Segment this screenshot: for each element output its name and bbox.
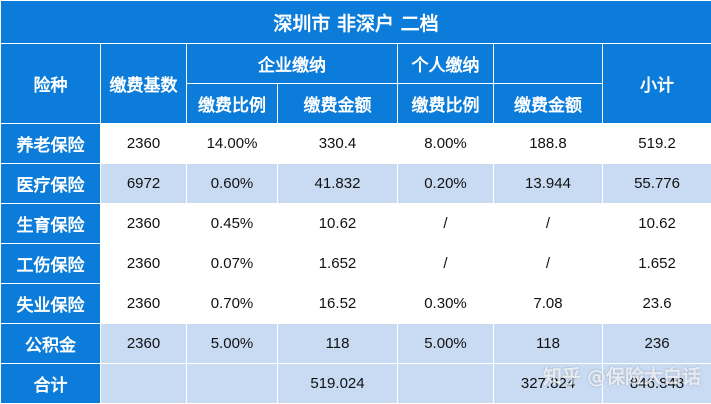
cell-personal-ratio: /: [398, 204, 494, 244]
total-personal-amount: 327.824: [494, 364, 603, 404]
cell-company-amount: 16.52: [278, 284, 398, 324]
cell-base: 6972: [101, 164, 187, 204]
cell-company-ratio: 0.60%: [187, 164, 278, 204]
cell-company-amount: 1.652: [278, 244, 398, 284]
header-personal-amount: 缴费金额: [494, 84, 603, 124]
cell-subtotal: 1.652: [603, 244, 711, 284]
cell-personal-amount: 7.08: [494, 284, 603, 324]
cell-personal-amount: /: [494, 204, 603, 244]
cell-company-ratio: 14.00%: [187, 124, 278, 164]
cell-subtotal: 55.776: [603, 164, 711, 204]
cell-personal-ratio: /: [398, 244, 494, 284]
total-blank-company-ratio: [187, 364, 278, 404]
cell-company-amount: 330.4: [278, 124, 398, 164]
table-row: 公积金 2360 5.00% 118 5.00% 118 236: [1, 324, 711, 364]
row-name: 医疗保险: [1, 164, 101, 204]
cell-personal-amount: /: [494, 244, 603, 284]
cell-company-amount: 41.832: [278, 164, 398, 204]
cell-company-ratio: 0.45%: [187, 204, 278, 244]
total-blank-personal-ratio: [398, 364, 494, 404]
cell-base: 2360: [101, 284, 187, 324]
header-personal-group: 个人缴纳: [398, 44, 494, 84]
row-name: 公积金: [1, 324, 101, 364]
header-personal-group-blank: [494, 44, 603, 84]
total-row: 合计 519.024 327.824 846.848: [1, 364, 711, 404]
header-company-group: 企业缴纳: [187, 44, 398, 84]
cell-company-amount: 10.62: [278, 204, 398, 244]
total-blank-base: [101, 364, 187, 404]
cell-subtotal: 10.62: [603, 204, 711, 244]
cell-company-ratio: 0.07%: [187, 244, 278, 284]
header-type: 险种: [1, 44, 101, 124]
cell-base: 2360: [101, 204, 187, 244]
cell-base: 2360: [101, 124, 187, 164]
table-row: 医疗保险 6972 0.60% 41.832 0.20% 13.944 55.7…: [1, 164, 711, 204]
cell-personal-ratio: 0.20%: [398, 164, 494, 204]
cell-subtotal: 519.2: [603, 124, 711, 164]
total-company-amount: 519.024: [278, 364, 398, 404]
header-company-amount: 缴费金额: [278, 84, 398, 124]
cell-base: 2360: [101, 324, 187, 364]
header-base: 缴费基数: [101, 44, 187, 124]
header-company-ratio: 缴费比例: [187, 84, 278, 124]
cell-personal-amount: 13.944: [494, 164, 603, 204]
cell-company-amount: 118: [278, 324, 398, 364]
cell-subtotal: 236: [603, 324, 711, 364]
row-name: 生育保险: [1, 204, 101, 244]
table-row: 失业保险 2360 0.70% 16.52 0.30% 7.08 23.6: [1, 284, 711, 324]
cell-subtotal: 23.6: [603, 284, 711, 324]
cell-company-ratio: 5.00%: [187, 324, 278, 364]
row-name: 失业保险: [1, 284, 101, 324]
header-personal-ratio: 缴费比例: [398, 84, 494, 124]
table-row: 养老保险 2360 14.00% 330.4 8.00% 188.8 519.2: [1, 124, 711, 164]
cell-personal-ratio: 8.00%: [398, 124, 494, 164]
header-subtotal: 小计: [603, 44, 711, 124]
cell-personal-ratio: 0.30%: [398, 284, 494, 324]
cell-base: 2360: [101, 244, 187, 284]
table-title: 深圳市 非深户 二档: [1, 1, 711, 44]
total-subtotal: 846.848: [603, 364, 711, 404]
total-label: 合计: [1, 364, 101, 404]
cell-personal-amount: 118: [494, 324, 603, 364]
table-row: 工伤保险 2360 0.07% 1.652 / / 1.652: [1, 244, 711, 284]
cell-personal-amount: 188.8: [494, 124, 603, 164]
row-name: 养老保险: [1, 124, 101, 164]
cell-company-ratio: 0.70%: [187, 284, 278, 324]
cell-personal-ratio: 5.00%: [398, 324, 494, 364]
row-name: 工伤保险: [1, 244, 101, 284]
table-row: 生育保险 2360 0.45% 10.62 / / 10.62: [1, 204, 711, 244]
